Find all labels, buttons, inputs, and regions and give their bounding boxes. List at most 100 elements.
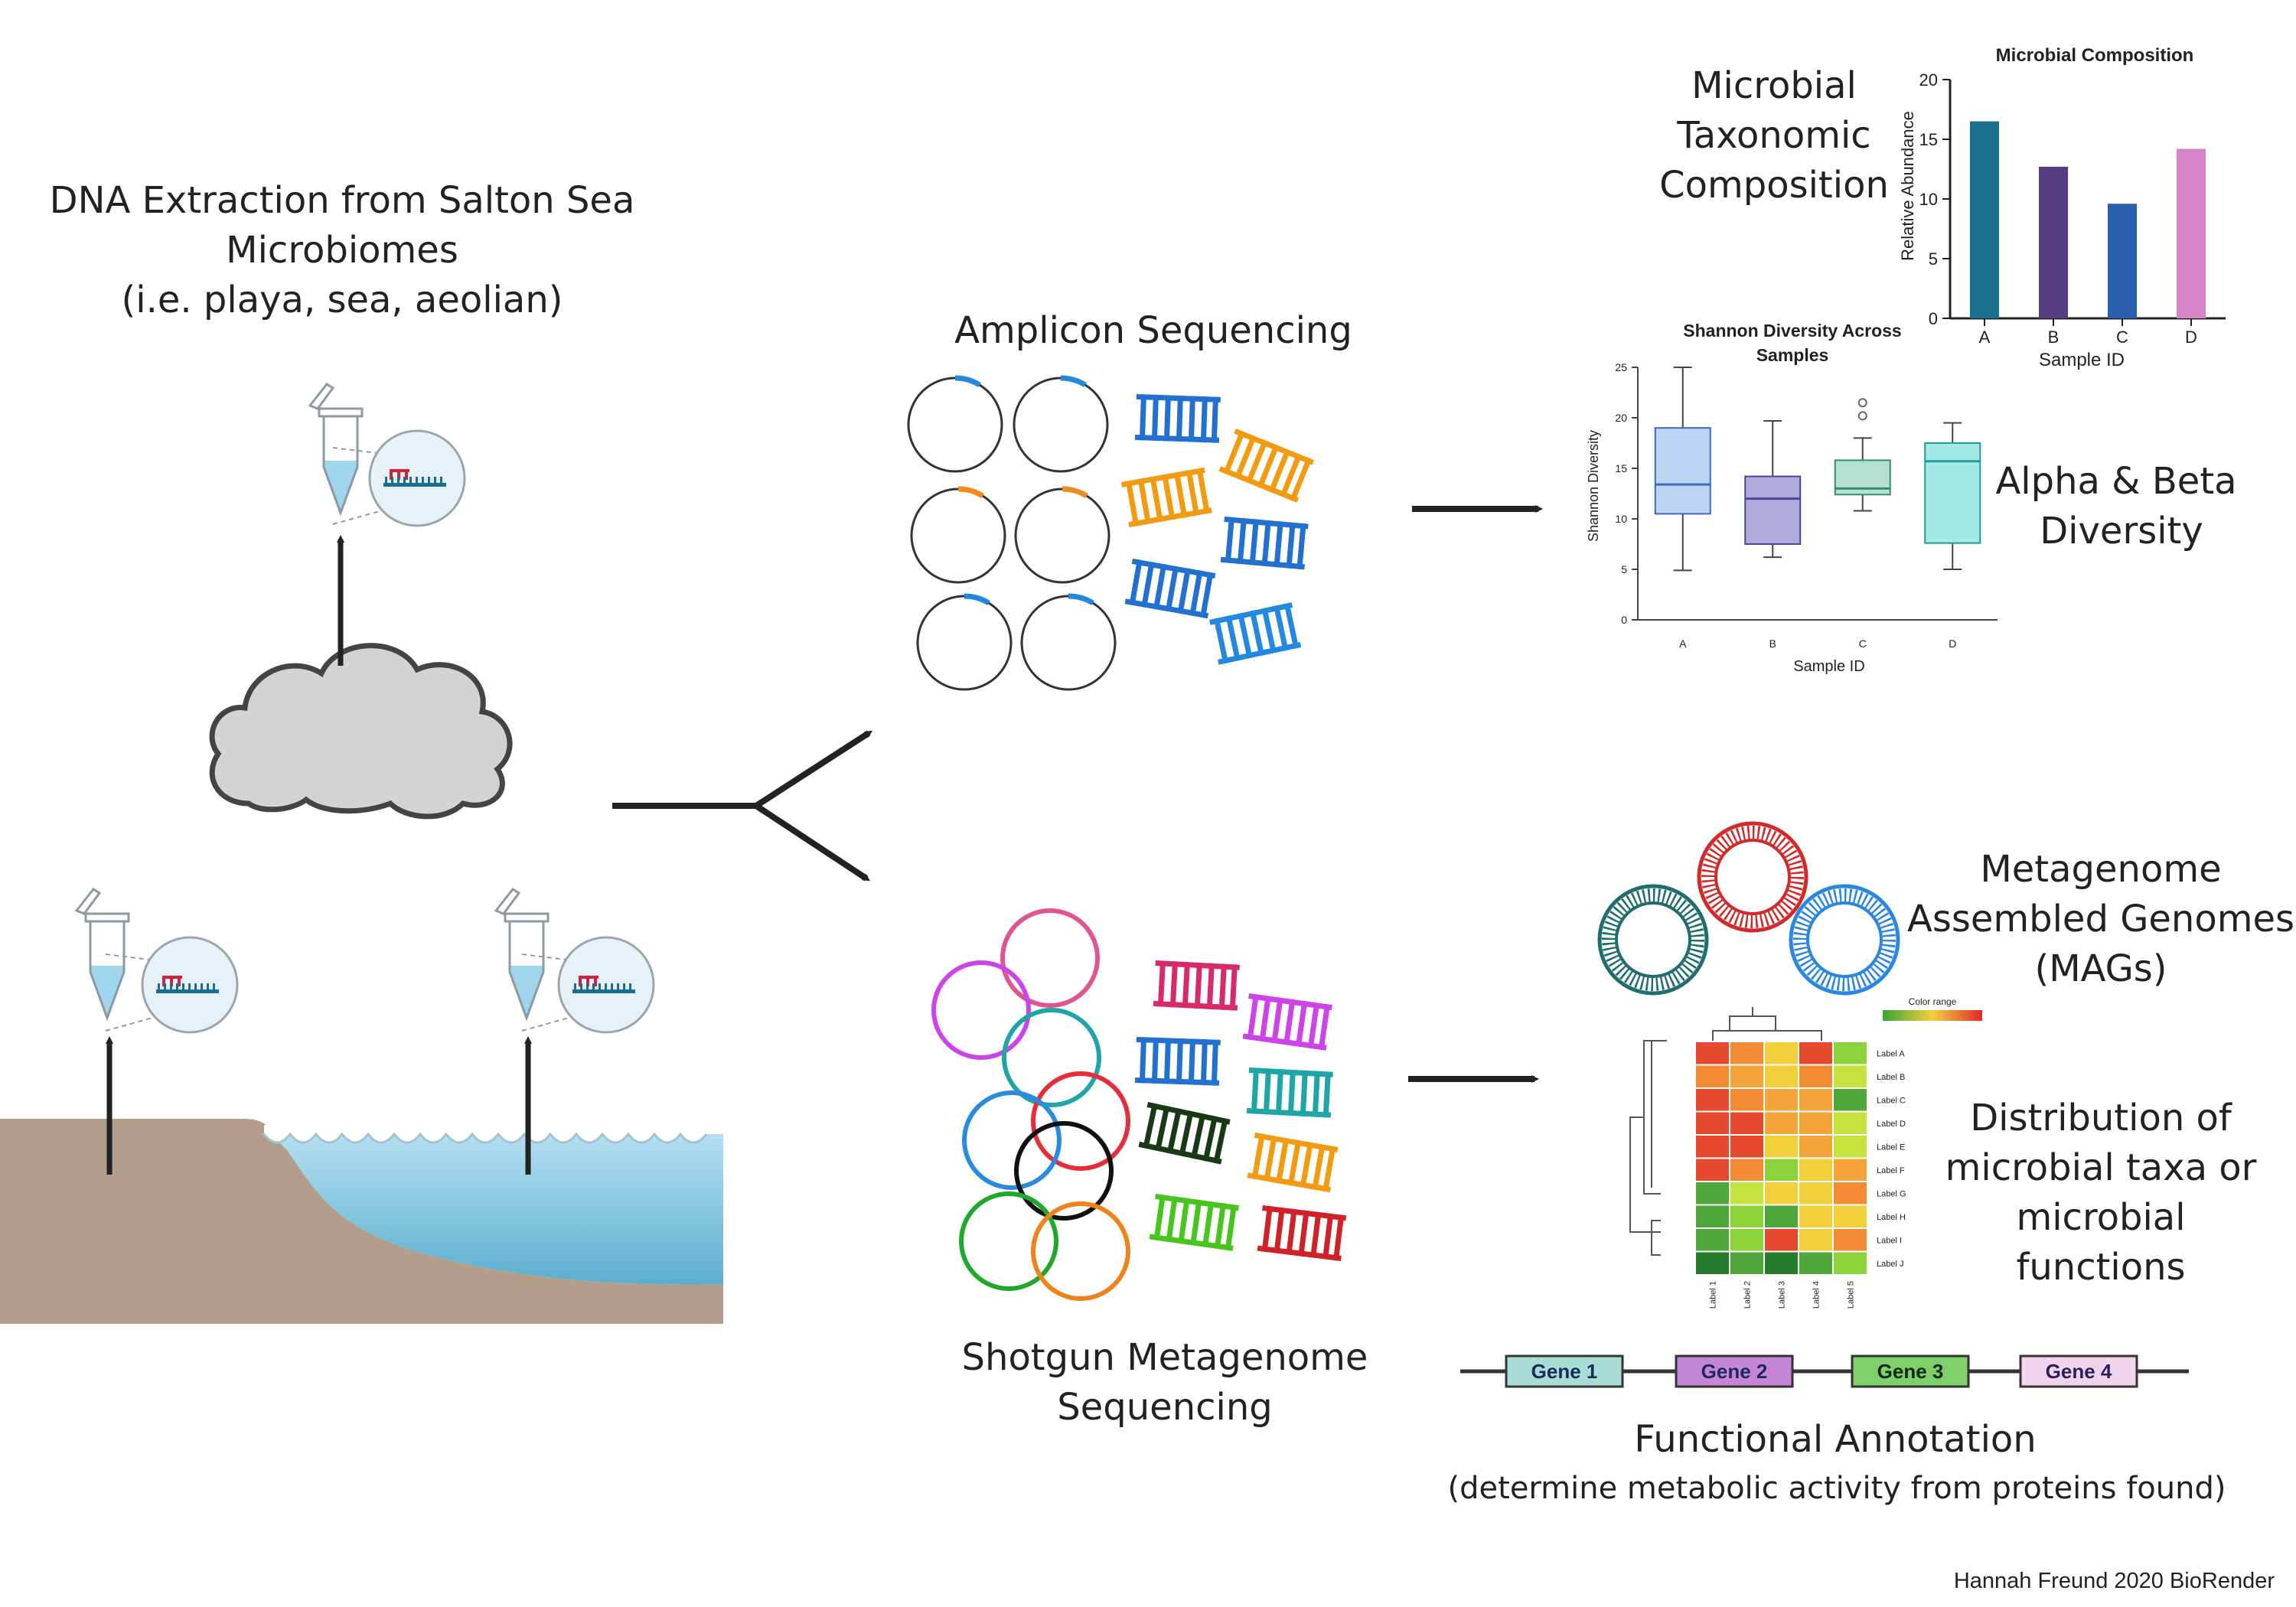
mags-label: Metagenome <box>1980 848 2221 891</box>
heatmap-row-label: Label E <box>1877 1143 1905 1152</box>
x-tick-label: A <box>1679 637 1687 650</box>
heatmap-cell <box>1694 1227 1730 1253</box>
heatmap-cell <box>1763 1110 1799 1136</box>
bar-A <box>1970 121 1999 318</box>
heatmap-cell <box>1763 1250 1799 1276</box>
y-tick-label: 0 <box>1621 614 1627 626</box>
dna-ladder-icon <box>1121 394 1314 665</box>
dna-strand-icon <box>104 936 239 1034</box>
heatmap-col-label: Label 2 <box>1743 1281 1753 1309</box>
box-D <box>1924 442 1981 544</box>
outlier-point <box>1857 411 1867 421</box>
heatmap-cell <box>1832 1227 1868 1253</box>
bar-C <box>2108 204 2137 318</box>
y-tick-label: 25 <box>1615 361 1627 373</box>
x-tick-label: D <box>2185 328 2197 347</box>
gene-track: Gene 1 Gene 2 Gene 3 Gene 4 <box>1460 1354 2189 1388</box>
heatmap-cell <box>1729 1134 1765 1159</box>
heatmap-cell <box>1798 1157 1834 1182</box>
heatmap-cell <box>1798 1087 1834 1113</box>
heatmap-cell <box>1729 1181 1765 1206</box>
box-B <box>1744 475 1802 545</box>
heatmap-cell <box>1694 1041 1730 1066</box>
gene-box <box>1505 1354 1624 1388</box>
heatmap-cell <box>1763 1134 1799 1159</box>
heatmap-cell <box>1694 1134 1730 1159</box>
heatmap-cell <box>1798 1227 1834 1253</box>
heatmap-cell <box>1729 1041 1765 1066</box>
outlier-point <box>1857 398 1867 408</box>
heatmap-cell <box>1763 1041 1799 1066</box>
taxa-function-heatmap: Color range Label A Label B Label C Label D… <box>1629 996 1982 1309</box>
heatmap-cell <box>1729 1110 1765 1136</box>
gene-label: Gene 1 <box>1531 1360 1598 1383</box>
distribution-label: Distribution of <box>1970 1097 2232 1139</box>
box-chart-boxes <box>1654 367 1981 572</box>
dendrogram-icon <box>1629 1007 1822 1256</box>
heatmap-col-label: Label 5 <box>1847 1281 1856 1309</box>
heatmap-labels: Label A Label B Label C Label D Label E Label… <box>1709 1049 1906 1309</box>
y-tick-label: 20 <box>1919 70 1938 90</box>
heatmap-col-label: Label 4 <box>1812 1281 1821 1309</box>
mags-label: Assembled Genomes <box>1907 898 2294 940</box>
mags-label: (MAGs) <box>2034 947 2167 990</box>
x-tick-label: C <box>2116 328 2128 347</box>
plasmid-icon <box>907 375 1117 691</box>
gene-label: Gene 4 <box>2046 1360 2112 1383</box>
heatmap-col-label: Label 1 <box>1709 1281 1718 1309</box>
microbial-composition-bar-chart: Microbial Composition 0 5 10 15 20 A B C D Sampl… <box>1898 45 2226 370</box>
heatmap-cell <box>1832 1110 1868 1136</box>
gene-box <box>1851 1354 1970 1388</box>
box-chart-title: Shannon Diversity Across <box>1683 321 1901 341</box>
box-chart-ylabel: Shannon Diversity <box>1586 430 1601 542</box>
heatmap-cell <box>1729 1250 1765 1276</box>
x-tick-label: D <box>1949 637 1956 650</box>
heatmap-cell <box>1729 1157 1765 1182</box>
heatmap-color-scale <box>1883 1010 1982 1021</box>
bar-chart-xlabel: Sample ID <box>2039 350 2125 370</box>
heatmap-cell <box>1763 1227 1799 1253</box>
heatmap-cell <box>1832 1041 1868 1066</box>
heatmap-cell <box>1694 1064 1730 1089</box>
amplicon-label: Amplicon Sequencing <box>954 309 1352 352</box>
gene-box <box>2019 1354 2138 1388</box>
heatmap-cell <box>1798 1250 1834 1276</box>
functional-annotation-subtitle: (determine metabolic activity from prote… <box>1448 1471 2226 1506</box>
heatmap-cell <box>1832 1250 1868 1276</box>
functional-annotation-label: Functional Annotation <box>1634 1418 2036 1461</box>
heatmap-cell <box>1694 1204 1730 1229</box>
gene-label: Gene 3 <box>1877 1360 1944 1383</box>
heatmap-cell <box>1763 1064 1799 1089</box>
gene-label: Gene 2 <box>1701 1360 1768 1383</box>
heatmap-cell <box>1729 1087 1765 1113</box>
distribution-label: microbial taxa or <box>1945 1146 2257 1189</box>
box-A <box>1654 427 1711 515</box>
heatmap-cell <box>1694 1250 1730 1276</box>
diversity-label: Alpha & Beta <box>1995 460 2236 503</box>
heatmap-legend-label: Color range <box>1909 996 1957 1007</box>
heatmap-cell <box>1832 1157 1868 1182</box>
heatmap-cell <box>1729 1227 1765 1253</box>
x-tick-label: B <box>2048 328 2060 347</box>
credit-text: Hannah Freund 2020 BioRender <box>1954 1569 2275 1593</box>
heatmap-cell <box>1798 1110 1834 1136</box>
heatmap-cell <box>1763 1181 1799 1206</box>
diversity-label: Diversity <box>2040 510 2203 553</box>
heatmap-row-label: Label A <box>1877 1049 1905 1058</box>
genome-ring-icon <box>931 908 1130 1301</box>
heatmap-cell <box>1832 1134 1868 1159</box>
taxonomic-label: Microbial <box>1691 64 1857 107</box>
x-tick-label: B <box>1769 637 1776 650</box>
heatmap-cell <box>1798 1204 1834 1229</box>
gene-box <box>1675 1354 1794 1388</box>
sea-water <box>260 1134 723 1285</box>
heatmap-cell <box>1729 1064 1765 1089</box>
heatmap-cell <box>1798 1041 1834 1066</box>
heatmap-col-label: Label 3 <box>1778 1281 1787 1309</box>
shannon-diversity-box-plot: Shannon Diversity Across Samples 0 5 10 15 2… <box>1586 321 1998 675</box>
microcentrifuge-tube-icon <box>75 888 130 1019</box>
taxonomic-label: Composition <box>1659 164 1889 207</box>
distribution-label: functions <box>2016 1246 2185 1289</box>
bar-chart-ylabel: Relative Abundance <box>1898 111 1917 261</box>
